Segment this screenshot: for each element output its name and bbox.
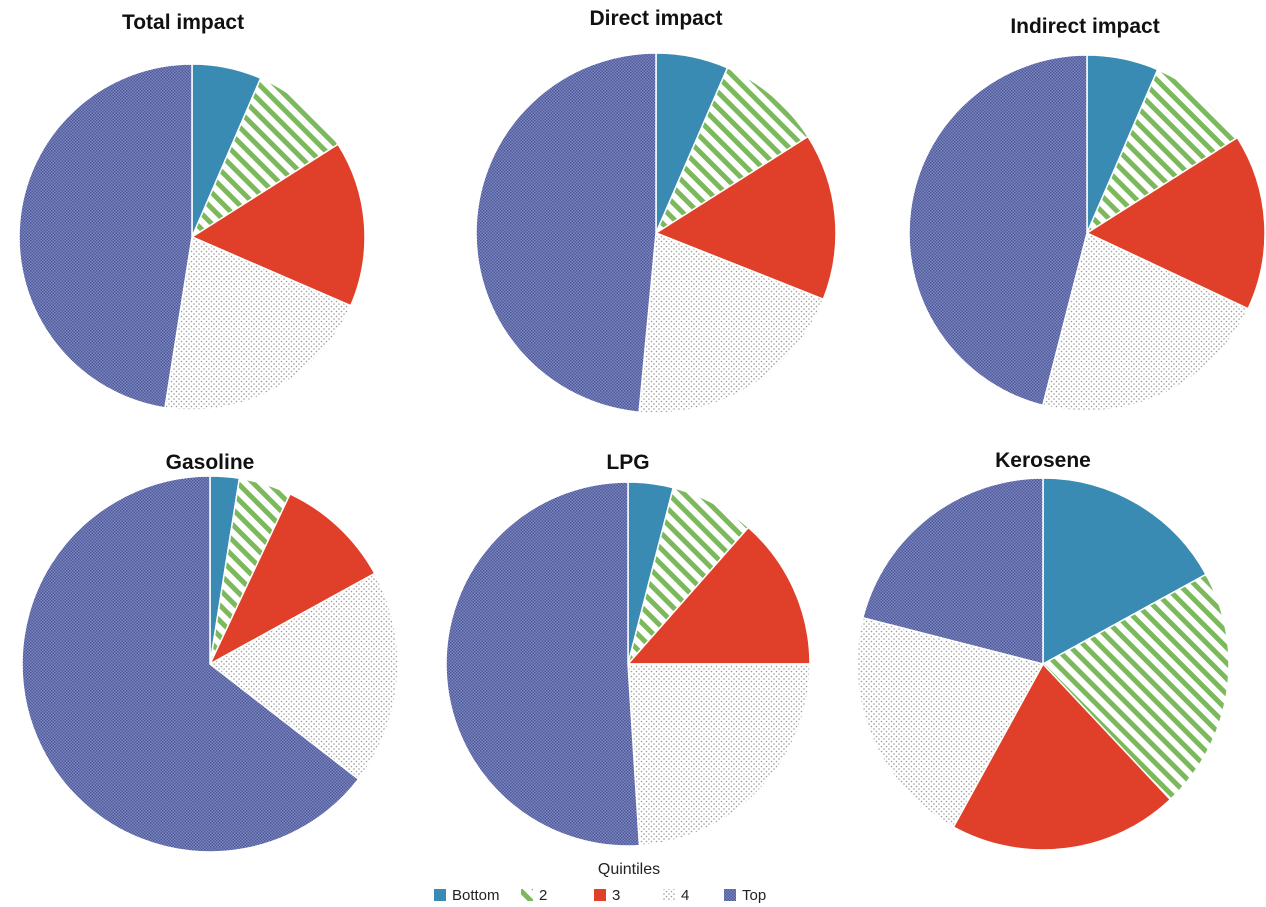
pies-group: Total impact Direct impact Indirect impact…	[18, 7, 1266, 853]
pie-slice-top	[475, 52, 657, 414]
pie-slice-4	[1041, 231, 1250, 412]
legend-label: 3	[612, 887, 620, 904]
legend-label: Top	[742, 887, 766, 904]
pie-slice-3	[190, 143, 366, 307]
legend-item-top: Top	[724, 887, 766, 904]
pie-slice-4	[856, 616, 1045, 829]
pie-title: Kerosene	[995, 449, 1091, 472]
pie-4: Gasoline	[21, 451, 399, 853]
pie-slice-2	[190, 77, 340, 239]
pie-slice-4	[164, 235, 352, 411]
pie-slice-3	[1085, 136, 1266, 310]
pie-slice-4	[627, 663, 811, 847]
pie-slice-2	[1085, 68, 1239, 235]
pie-5: LPG	[445, 451, 811, 847]
pie-slice-top	[908, 54, 1088, 407]
pie-title: Gasoline	[166, 451, 255, 474]
pie-slice-bottom	[1042, 477, 1208, 666]
legend-swatch	[434, 889, 446, 901]
legend-item-bottom: Bottom	[434, 887, 500, 904]
pie-slice-top	[445, 481, 641, 847]
legend-item-4: 4	[663, 887, 689, 904]
legend: Quintiles Bottom 2 3 4 Top	[434, 861, 766, 904]
pie-title: Indirect impact	[1010, 15, 1159, 38]
legend-item-2: 2	[521, 887, 547, 904]
pie-slice-3	[626, 526, 811, 665]
pie-3: Indirect impact	[908, 15, 1266, 412]
pie-6: Kerosene	[856, 449, 1230, 851]
pie-slice-top	[861, 477, 1044, 665]
pie-slice-2	[654, 66, 810, 235]
pie-slice-4	[208, 572, 399, 781]
legend-swatch	[663, 889, 675, 901]
pie-title: Direct impact	[589, 7, 722, 30]
legend-swatch	[724, 889, 736, 901]
pie-slice-3	[208, 492, 376, 666]
pie-slice-3	[654, 135, 837, 301]
pie-2: Direct impact	[475, 7, 837, 414]
pie-1: Total impact	[18, 11, 366, 411]
pie-slice-4	[638, 231, 825, 414]
pie-title: Total impact	[122, 11, 244, 34]
legend-swatch	[521, 889, 533, 901]
pie-slice-top	[18, 63, 193, 409]
pie-slice-2	[1041, 573, 1230, 801]
legend-item-3: 3	[594, 887, 620, 904]
legend-label: Bottom	[452, 887, 500, 904]
legend-label: 2	[539, 887, 547, 904]
legend-swatch	[594, 889, 606, 901]
legend-label: 4	[681, 887, 689, 904]
legend-items: Bottom 2 3 4 Top	[434, 887, 766, 904]
pie-slice-top	[21, 475, 360, 853]
legend-title: Quintiles	[598, 861, 660, 878]
pie-title: LPG	[606, 451, 649, 474]
pie-slice-3	[952, 662, 1172, 851]
